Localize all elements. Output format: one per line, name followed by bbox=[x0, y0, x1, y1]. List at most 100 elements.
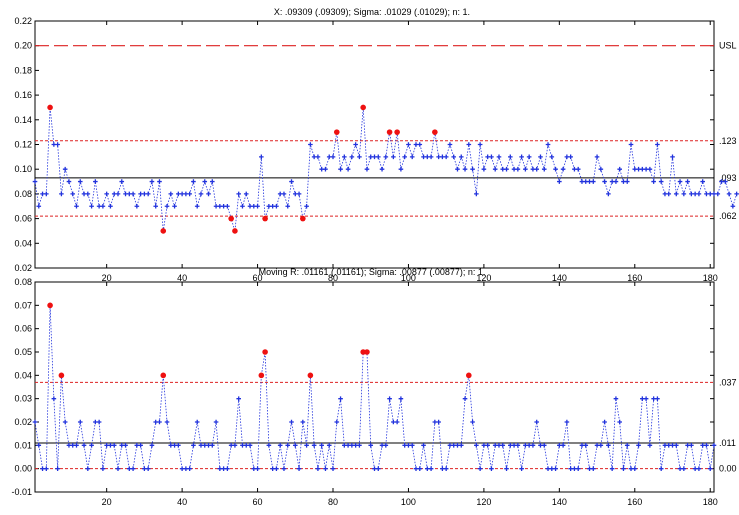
r-data-point bbox=[296, 466, 302, 471]
r-lcl-line-label: 0.00 bbox=[719, 464, 737, 474]
r-data-point bbox=[368, 443, 374, 448]
x-data-point bbox=[236, 191, 241, 197]
x-data-point bbox=[383, 154, 389, 160]
r-data-point bbox=[36, 443, 42, 448]
r-x-tick-label: 160 bbox=[627, 497, 642, 507]
x-data-point bbox=[85, 191, 91, 197]
x-data-point bbox=[77, 179, 83, 184]
x-data-point bbox=[74, 203, 79, 209]
r-x-tick-label: 60 bbox=[253, 497, 263, 507]
x-data-point bbox=[391, 154, 396, 160]
x-data-point bbox=[55, 142, 60, 147]
x-data-point bbox=[62, 166, 68, 172]
r-data-point bbox=[387, 396, 392, 401]
x-data-point bbox=[164, 203, 170, 209]
x-center-line-label: .093 bbox=[719, 173, 737, 183]
r-x-tick-label: 20 bbox=[102, 497, 112, 507]
r-data-point bbox=[632, 466, 638, 471]
r-data-point bbox=[255, 466, 260, 471]
x-data-point bbox=[538, 154, 543, 160]
x-data-point bbox=[349, 154, 355, 160]
x-data-point bbox=[281, 191, 287, 197]
x-data-point bbox=[651, 179, 656, 184]
r-data-point bbox=[187, 466, 192, 471]
x-data-point bbox=[628, 142, 634, 147]
r-data-point bbox=[504, 466, 509, 471]
x-y-tick-label: 0.22 bbox=[14, 16, 32, 26]
r-x-tick-label: 80 bbox=[328, 497, 338, 507]
r-data-point bbox=[274, 466, 279, 471]
x-y-tick-label: 0.18 bbox=[14, 65, 32, 75]
r-data-point bbox=[326, 443, 332, 448]
r-data-point bbox=[394, 419, 400, 425]
x-data-point bbox=[549, 154, 555, 160]
x-y-tick-label: 0.08 bbox=[14, 189, 32, 199]
r-data-point bbox=[428, 466, 434, 471]
x-data-point bbox=[206, 191, 211, 197]
r-data-point bbox=[96, 419, 102, 425]
x-outlier-point bbox=[386, 129, 393, 135]
x-x-tick-label: 120 bbox=[476, 273, 491, 283]
x-x-tick-label: 60 bbox=[253, 273, 263, 283]
r-data-point bbox=[149, 443, 155, 448]
x-data-point bbox=[557, 179, 562, 184]
r-data-point bbox=[304, 443, 309, 448]
x-y-tick-label: 0.16 bbox=[14, 90, 32, 100]
x-data-point bbox=[130, 191, 136, 197]
r-data-point bbox=[130, 466, 136, 471]
r-data-point bbox=[575, 466, 581, 471]
r-data-point bbox=[590, 466, 596, 471]
r-data-point bbox=[564, 419, 570, 425]
r-y-tick-label: 0.03 bbox=[14, 394, 32, 404]
x-data-point bbox=[406, 142, 411, 147]
r-data-point bbox=[421, 443, 426, 448]
x-data-point bbox=[243, 191, 249, 197]
r-outlier-point bbox=[47, 302, 53, 309]
r-data-point bbox=[100, 466, 106, 471]
r-data-point bbox=[636, 443, 641, 448]
r-data-point bbox=[319, 443, 324, 448]
r-data-point bbox=[598, 443, 604, 448]
x-data-point bbox=[730, 203, 736, 209]
x-data-point bbox=[496, 154, 502, 160]
x-data-point bbox=[259, 154, 264, 160]
r-data-point bbox=[89, 443, 94, 448]
r-data-point bbox=[398, 396, 404, 401]
r-data-point bbox=[285, 443, 291, 448]
x-data-point bbox=[70, 191, 76, 197]
x-outlier-point bbox=[432, 129, 438, 135]
x-data-point bbox=[590, 179, 596, 184]
r-data-point bbox=[281, 466, 287, 471]
x-data-point bbox=[534, 166, 540, 172]
r-data-point bbox=[232, 443, 238, 448]
x-data-point bbox=[658, 179, 664, 184]
x-data-point bbox=[375, 154, 381, 160]
x-data-point bbox=[624, 179, 630, 184]
r-data-point bbox=[315, 466, 321, 471]
r-data-point bbox=[236, 396, 241, 401]
x-data-point bbox=[145, 191, 151, 197]
x-outlier-point bbox=[360, 104, 366, 111]
r-data-point bbox=[85, 466, 91, 471]
x-data-point bbox=[700, 179, 705, 184]
r-outlier-point bbox=[466, 372, 472, 379]
x-data-point bbox=[187, 191, 192, 197]
x-data-point bbox=[225, 203, 230, 209]
r-y-tick-label: 0.02 bbox=[14, 417, 32, 427]
r-data-point bbox=[176, 443, 181, 448]
r-data-point bbox=[534, 419, 540, 425]
x-data-point bbox=[455, 166, 460, 172]
r-data-point bbox=[613, 396, 619, 401]
x-data-point bbox=[523, 166, 528, 172]
r-data-point bbox=[515, 443, 521, 448]
x-data-point bbox=[734, 191, 739, 197]
x-x-tick-label: 100 bbox=[401, 273, 416, 283]
x-data-point bbox=[466, 142, 472, 147]
x-x-tick-label: 180 bbox=[703, 273, 718, 283]
r-data-point bbox=[689, 443, 694, 448]
r-data-point bbox=[266, 443, 272, 448]
r-data-point bbox=[338, 396, 343, 401]
x-data-point bbox=[304, 203, 309, 209]
x-data-point bbox=[474, 191, 479, 197]
x-data-point bbox=[240, 203, 245, 209]
